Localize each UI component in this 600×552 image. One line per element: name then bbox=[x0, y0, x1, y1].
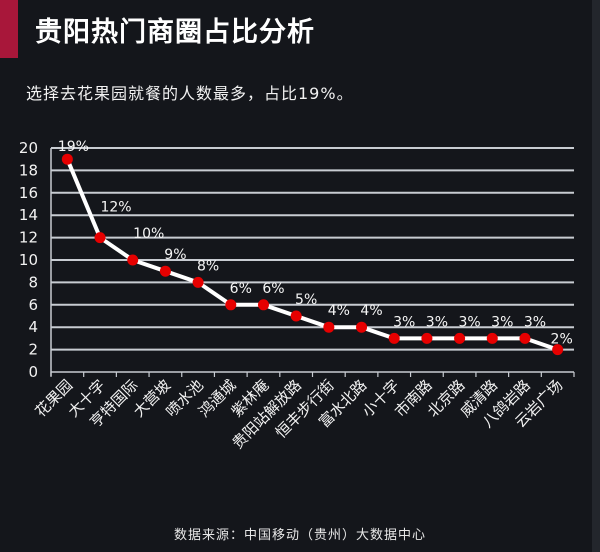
data-point-marker bbox=[519, 332, 531, 344]
data-point-marker bbox=[323, 321, 335, 333]
data-point-marker bbox=[421, 332, 433, 344]
data-label: 4% bbox=[328, 303, 350, 319]
data-point-marker bbox=[290, 310, 302, 322]
data-label: 3% bbox=[393, 314, 415, 330]
chart-subtitle: 选择去花果园就餐的人数最多，占比19%。 bbox=[26, 84, 354, 103]
data-label: 3% bbox=[458, 314, 480, 330]
data-label: 3% bbox=[491, 314, 513, 330]
chart-title: 贵阳热门商圈占比分析 bbox=[35, 17, 315, 48]
y-tick-label: 4 bbox=[28, 318, 38, 336]
y-tick-label: 12 bbox=[19, 229, 38, 247]
data-point-marker bbox=[192, 276, 204, 288]
data-point-marker bbox=[257, 299, 269, 311]
y-tick-label: 10 bbox=[19, 251, 38, 269]
data-point-marker bbox=[225, 299, 237, 311]
data-point-marker bbox=[356, 321, 368, 333]
y-tick-label: 2 bbox=[28, 341, 38, 359]
data-point-marker bbox=[552, 344, 564, 356]
data-label: 9% bbox=[164, 247, 186, 263]
data-label: 6% bbox=[230, 281, 252, 297]
data-label: 5% bbox=[295, 292, 317, 308]
y-tick-label: 6 bbox=[28, 296, 38, 314]
data-label: 12% bbox=[100, 200, 131, 216]
data-point-marker bbox=[388, 332, 400, 344]
series-line bbox=[65, 158, 559, 352]
data-label: 3% bbox=[426, 314, 448, 330]
title-accent-bar bbox=[0, 0, 18, 58]
data-label: 19% bbox=[58, 139, 89, 155]
data-label: 8% bbox=[197, 258, 219, 274]
y-tick-label: 0 bbox=[28, 363, 38, 381]
data-label: 4% bbox=[360, 303, 382, 319]
data-series bbox=[61, 153, 564, 356]
y-tick-label: 8 bbox=[28, 273, 38, 291]
x-tick-labels: 花果园大十字亨特国际大营坡喷水池鸿通城紫林庵贵阳站解放路恒丰步行街富水北路小十字… bbox=[32, 376, 567, 452]
right-edge-border bbox=[592, 0, 600, 552]
data-point-marker bbox=[159, 265, 171, 277]
data-point-marker bbox=[454, 332, 466, 344]
y-tick-label: 20 bbox=[19, 139, 38, 157]
gridlines bbox=[51, 147, 574, 351]
data-source: 数据来源：中国移动（贵州）大数据中心 bbox=[173, 528, 426, 543]
data-point-marker bbox=[61, 153, 73, 165]
y-axis: 0 2 4 6 8 10 12 14 16 18 20 bbox=[19, 139, 52, 381]
x-axis bbox=[50, 371, 575, 377]
y-tick-label: 14 bbox=[19, 206, 38, 224]
data-label: 3% bbox=[524, 314, 546, 330]
data-label: 6% bbox=[262, 281, 284, 297]
data-point-marker bbox=[94, 232, 106, 244]
y-tick-label: 16 bbox=[19, 184, 38, 202]
data-label: 2% bbox=[551, 332, 573, 348]
data-label: 10% bbox=[133, 226, 164, 242]
y-tick-label: 18 bbox=[19, 161, 38, 179]
data-point-marker bbox=[127, 254, 139, 266]
data-labels: 19% 12%10%9% 8% 6% 6% 5% 4% 4% 3% 3% 3% 3% 3% 2% bbox=[58, 139, 573, 347]
data-point-marker bbox=[486, 332, 498, 344]
